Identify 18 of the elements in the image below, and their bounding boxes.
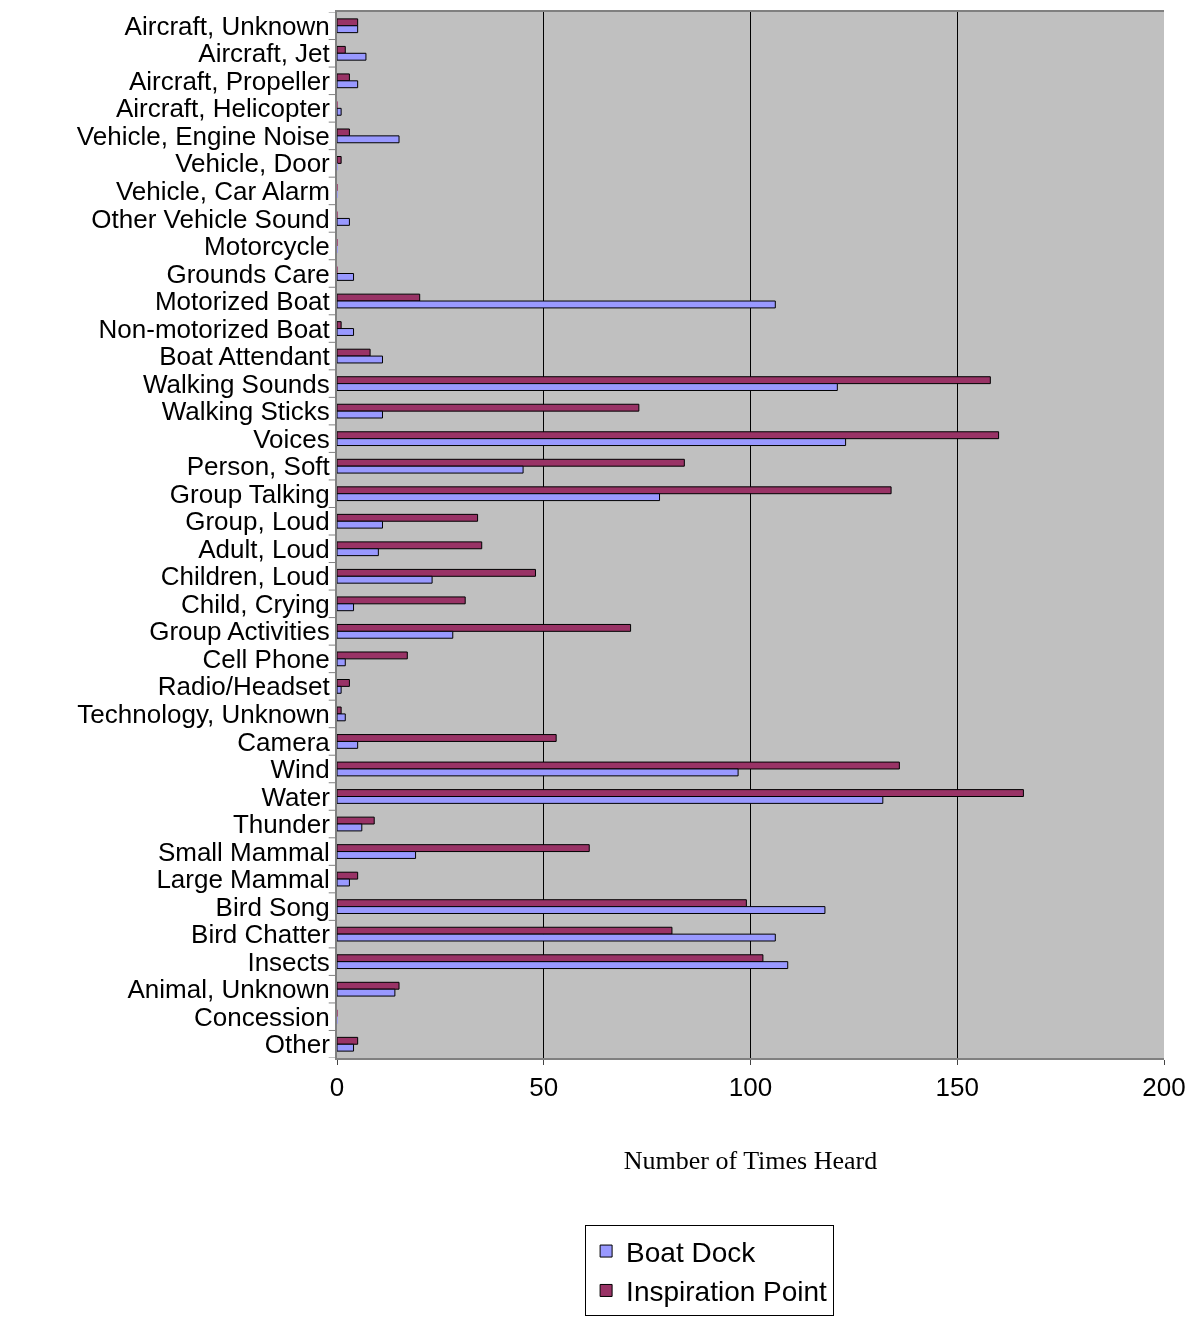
- x-tick-label: 0: [329, 1072, 345, 1103]
- legend-label: Inspiration Point: [626, 1276, 828, 1308]
- x-axis-title: Number of Times Heard: [623, 1146, 878, 1176]
- y-tick-label: Aircraft, Unknown: [124, 10, 330, 41]
- x-tick-label: 100: [728, 1072, 773, 1103]
- x-tick-label: 50: [529, 1072, 559, 1103]
- y-tick-label: Insects: [247, 946, 330, 977]
- y-tick-label: Motorcycle: [204, 231, 330, 262]
- bar: [337, 217, 350, 226]
- y-tick-label: Other: [264, 1029, 331, 1060]
- x-tick-label: 200: [1142, 1072, 1186, 1103]
- bar: [337, 156, 342, 164]
- y-tick-label: Radio/Headset: [157, 671, 331, 702]
- legend-label: Boat Dock: [626, 1236, 757, 1268]
- bar: [337, 107, 342, 116]
- x-tick-label: 150: [935, 1072, 979, 1103]
- y-tick-label: Voices: [253, 423, 330, 454]
- bar: [337, 273, 355, 281]
